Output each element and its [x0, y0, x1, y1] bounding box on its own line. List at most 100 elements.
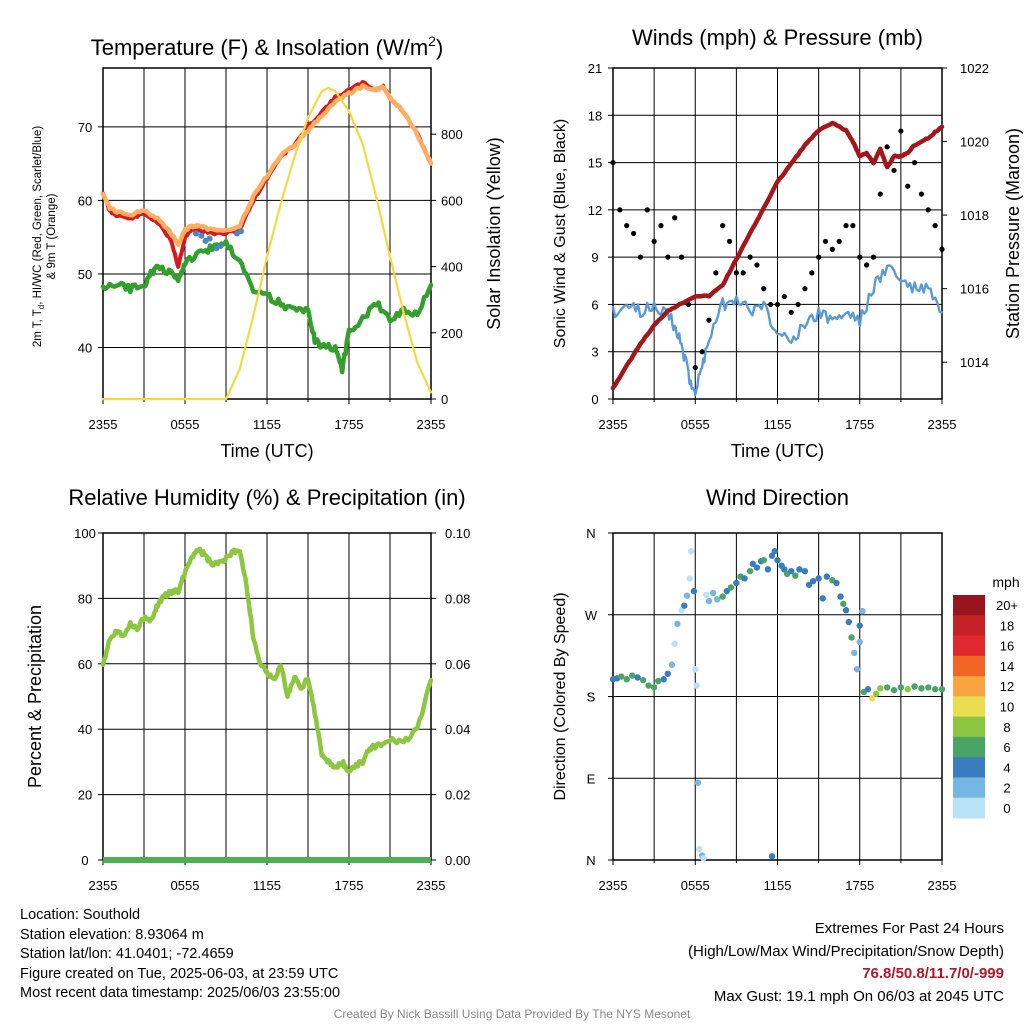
series-point-gust [939, 246, 945, 252]
y2-tick-label: 1022 [960, 61, 989, 76]
series-point-gust [891, 167, 897, 174]
chart-title-end: ) [436, 35, 443, 60]
recent-timestamp: Most recent data timestamp: 2025/06/03 2… [20, 985, 341, 1001]
wind-direction-point [883, 684, 891, 691]
y-tick-label: E [587, 771, 596, 786]
y2-tick-label: 0.04 [445, 722, 470, 737]
wind-direction-point [897, 684, 905, 691]
series-point-gust [665, 254, 671, 260]
y-tick-label: N [586, 853, 595, 868]
wind-direction-point [668, 661, 676, 668]
wind-direction-point [774, 557, 781, 564]
wind-direction-point [683, 592, 691, 599]
wind-direction-point [655, 677, 662, 685]
y2-axis-label: Station Pressure (Maroon) [1003, 128, 1023, 339]
wind-direction-point [853, 666, 861, 673]
y-tick-label: 70 [78, 120, 92, 135]
series-point-gust [816, 254, 822, 260]
series-point-gust [692, 364, 698, 371]
station-location: Location: Southold [20, 907, 141, 923]
colorbar-swatch [953, 615, 985, 637]
extremes-subtitle: (High/Low/Max Wind/Precipitation/Snow De… [688, 942, 1004, 960]
series-point-gust [918, 191, 925, 197]
series-point-gust [774, 301, 781, 308]
wind-direction-point [639, 676, 647, 684]
wind-direction-point [833, 579, 840, 587]
wind-direction-point [845, 618, 852, 626]
x-tick-label: 2355 [928, 417, 957, 432]
y2-tick-label: 0.02 [445, 788, 470, 803]
y-tick-label: 12 [588, 203, 602, 218]
wind-direction-point [911, 683, 918, 690]
wind-direction-point [938, 686, 946, 693]
station-elevation: Station elevation: 8.93064 m [20, 926, 204, 943]
series-point-gust [788, 309, 794, 315]
wind-direction-point [719, 593, 726, 600]
wind-direction-point [753, 564, 761, 571]
wind-direction-point [840, 600, 847, 608]
wind-direction-point [623, 676, 630, 683]
y-tick-label: 40 [78, 722, 92, 737]
y-tick-label: 80 [78, 591, 92, 606]
wind-direction-point [768, 853, 776, 860]
wind-direction-point [671, 640, 678, 648]
series-point-gust [925, 207, 931, 213]
chart-title: Temperature (F) & Insolation (W/m2) [91, 33, 444, 60]
x-tick-label: 2355 [599, 417, 628, 432]
colorbar-label: 0 [1003, 801, 1010, 816]
wind-direction-point [788, 567, 795, 575]
colorbar-label: 14 [1000, 659, 1014, 674]
series-point-gust [740, 270, 746, 276]
wind-direction-point [771, 547, 778, 555]
wind-direction-point [705, 597, 713, 605]
colorbar-swatch [953, 696, 985, 718]
y2-tick-label: 1014 [960, 355, 989, 370]
y2-tick-label: 1020 [960, 135, 989, 150]
x-tick-label: 1155 [764, 878, 792, 893]
colorbar-swatch [953, 655, 985, 677]
wind-direction-point [837, 593, 844, 600]
x-tick-label: 0555 [681, 878, 710, 893]
series-point-hiwc [206, 235, 213, 242]
series-line-td [100, 238, 434, 375]
y-axis-label: Sonic Wind & Gust (Blue, Black) [552, 119, 569, 348]
credit-line: Created By Nick Bassill Using Data Provi… [333, 1007, 691, 1021]
series-point-gust [802, 286, 808, 292]
y2-tick-label: 400 [441, 260, 463, 275]
wind-direction-point [618, 673, 625, 680]
colorbar-swatch [953, 676, 985, 697]
y-tick-label: S [587, 690, 596, 705]
series-point-gust [857, 254, 863, 260]
wind-direction-point [733, 579, 740, 587]
chart-title: Relative Humidity (%) & Precipitation (i… [68, 485, 465, 510]
y2-tick-label: 0.10 [445, 526, 470, 541]
colorbar-title: mph [992, 574, 1019, 590]
series-line-pressure [610, 120, 945, 391]
chart-title-main: Temperature (F) & Insolation (W/m [91, 35, 428, 60]
series-point-gust [726, 238, 733, 244]
series-point-gust [809, 270, 815, 276]
series-point-gust [678, 254, 685, 260]
wind-direction-point [690, 587, 698, 595]
series-line-9m-t [100, 83, 434, 247]
series-point-gust [610, 159, 616, 166]
panel-1: 2355 0555 1155 1755 2355 40 50 60 70 0 200 400 600 80… [32, 33, 504, 461]
station-info: Location: Southold Station elevation: 8.… [20, 906, 340, 1004]
x-tick-label: 2355 [417, 878, 446, 893]
y2-tick-label: 800 [441, 127, 463, 142]
series-point-gust [761, 286, 767, 292]
y-tick-label: 60 [78, 193, 92, 208]
series-point-gust [630, 230, 637, 237]
y-axis-label-line1-end: , HI/WC (Red, Green, Scarlet/Blue) [32, 126, 44, 305]
x-tick-label: 1755 [845, 417, 874, 432]
wind-direction-point [856, 622, 863, 629]
y-tick-label: 21 [588, 61, 602, 76]
series-point-gust [884, 144, 890, 150]
x-tick-label: 1755 [335, 417, 364, 432]
y-tick-label: 9 [591, 250, 598, 265]
wind-direction-point [864, 686, 872, 693]
series-line-solar [101, 86, 433, 401]
x-tick-label: 2355 [417, 417, 446, 432]
wind-direction-point [693, 682, 700, 689]
